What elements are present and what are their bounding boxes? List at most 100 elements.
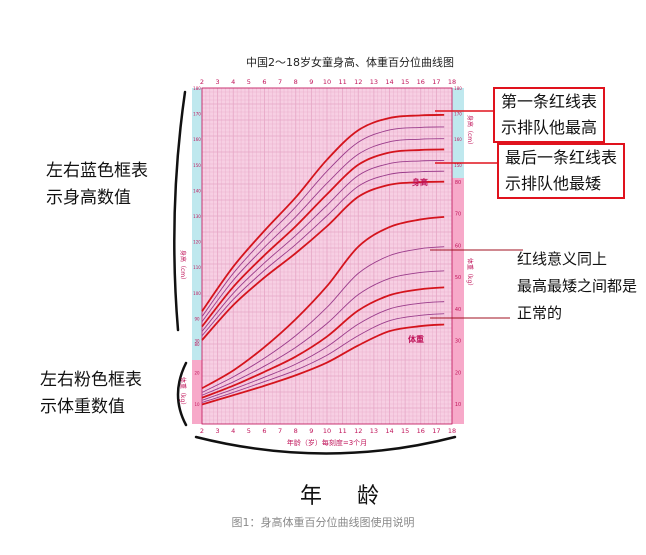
figure-caption: 图1：身高体重百分位曲线图使用说明 <box>231 516 415 529</box>
x-tick-label-bottom: 9 <box>309 427 313 435</box>
x-tick-label-bottom: 18 <box>448 427 456 435</box>
annotation-line: 示排队他最矮 <box>505 174 602 193</box>
x-tick-label-bottom: 15 <box>401 427 409 435</box>
x-axis-title: 年龄（岁）每刻度=3个月 <box>287 438 367 447</box>
x-tick-label-top: 7 <box>278 78 282 86</box>
weight-curves-label: 体重 <box>408 334 424 344</box>
height-percentile-curve-7 <box>201 180 445 341</box>
weight-tick-label-right: 40 <box>455 307 461 313</box>
left-weight-bracket <box>176 361 188 427</box>
annotation-line: 最后一条红线表 <box>505 148 618 167</box>
x-tick-label-bottom: 5 <box>247 427 251 435</box>
chart-title: 中国2～18岁女童身高、体重百分位曲线图 <box>246 56 454 69</box>
height-tick-label-left: 80 <box>194 342 200 347</box>
x-tick-label-top: 6 <box>262 78 266 86</box>
height-panel-left <box>192 88 202 360</box>
x-tick-label-top: 4 <box>231 78 235 86</box>
height-tick-label-right: 170 <box>454 112 462 117</box>
annotation-right-mid: 最后一条红线表 示排队他最矮 <box>497 143 626 199</box>
x-tick-label-top: 8 <box>294 78 298 86</box>
x-tick-label-bottom: 4 <box>231 427 235 435</box>
weight-tick-label-left: 30 <box>194 339 200 344</box>
age-label: 年 龄 <box>300 484 393 509</box>
annotation-line: 示体重数值 <box>40 397 125 417</box>
height-curves-label: 身高 <box>412 177 428 187</box>
weight-tick-label-right: 30 <box>455 339 461 345</box>
height-tick-label-left: 130 <box>193 214 201 219</box>
height-percentile-curve-2 <box>201 126 445 317</box>
height-percentile-curve-3 <box>201 138 445 322</box>
x-tick-label-top: 16 <box>417 78 425 86</box>
x-tick-label-top: 15 <box>401 78 409 86</box>
weight-tick-label-right: 60 <box>455 243 461 249</box>
weight-tick-label-left: 10 <box>194 402 200 407</box>
weight-percentile-curve-4 <box>201 286 445 399</box>
height-tick-label-left: 120 <box>193 240 201 245</box>
weight-tick-label-right: 20 <box>455 370 461 376</box>
height-tick-label-left: 90 <box>194 316 200 321</box>
annotation-brackets <box>173 90 523 455</box>
x-tick-label-top: 10 <box>323 78 331 86</box>
x-tick-label-bottom: 3 <box>216 427 220 435</box>
height-tick-label-left: 140 <box>193 188 201 193</box>
annotation-line: 红线意义同上 <box>517 250 608 268</box>
x-tick-label-top: 14 <box>385 78 393 86</box>
weight-tick-label-right: 80 <box>455 180 461 186</box>
x-tick-label-bottom: 16 <box>417 427 425 435</box>
x-tick-label-bottom: 13 <box>370 427 378 435</box>
height-tick-label-right: 150 <box>454 163 462 168</box>
annotation-line: 正常的 <box>517 304 563 322</box>
axis-ticks: 2 2 3 3 4 4 5 5 6 6 7 7 8 8 9 9 10 10 11 11 12 12 13 13 14 14 15 15… <box>193 78 462 435</box>
x-tick-label-bottom: 8 <box>294 427 298 435</box>
annotation-line: 第一条红线表 <box>501 92 598 111</box>
x-tick-label-bottom: 6 <box>262 427 266 435</box>
weight-panel-right <box>452 178 464 424</box>
annotation-line: 示身高数值 <box>46 188 131 208</box>
x-tick-label-top: 18 <box>448 78 456 86</box>
weight-tick-label-right: 70 <box>455 212 461 218</box>
x-tick-label-bottom: 14 <box>385 427 393 435</box>
height-percentile-curve-5 <box>201 159 445 332</box>
weight-percentile-curve-2 <box>201 246 445 393</box>
annotation-left-blue: 左右蓝色框表 示身高数值 <box>46 158 148 212</box>
x-tick-label-bottom: 12 <box>354 427 362 435</box>
left-height-bracket <box>173 90 187 332</box>
x-tick-label-top: 17 <box>432 78 440 86</box>
x-tick-label-bottom: 7 <box>278 427 282 435</box>
weight-percentile-curve-6 <box>201 313 445 403</box>
chart-grid <box>201 87 453 425</box>
x-tick-label-top: 9 <box>309 78 313 86</box>
weight-tick-label-right: 10 <box>455 402 461 408</box>
height-percentile-curve-1 <box>201 113 445 312</box>
height-tick-label-left: 180 <box>193 86 201 91</box>
height-tick-label-right: 180 <box>454 86 462 91</box>
x-tick-label-bottom: 10 <box>323 427 331 435</box>
x-tick-label-top: 2 <box>200 78 204 86</box>
x-tick-label-bottom: 17 <box>432 427 440 435</box>
bottom-age-bracket <box>194 435 457 455</box>
x-tick-label-bottom: 11 <box>338 427 346 435</box>
annotation-left-pink: 左右粉色框表 示体重数值 <box>40 367 142 421</box>
x-tick-label-bottom: 2 <box>200 427 204 435</box>
x-tick-label-top: 12 <box>354 78 362 86</box>
weight-axis-title-right: 体重（kg） <box>466 258 474 289</box>
x-tick-label-top: 11 <box>338 78 346 86</box>
weight-percentile-curve-3 <box>201 270 445 396</box>
height-axis-title-right: 身高（cm） <box>466 115 474 148</box>
weight-panel-left <box>192 360 202 424</box>
weight-percentile-curve-1 <box>201 216 445 390</box>
annotation-line: 示排队他最高 <box>501 118 598 137</box>
height-axis-title-left: 身高（cm） <box>179 250 187 283</box>
weight-tick-label-right: 50 <box>455 275 461 281</box>
height-tick-label-left: 100 <box>193 291 201 296</box>
weight-percentile-curve-7 <box>201 323 445 406</box>
weight-tick-label-left: 20 <box>194 370 200 375</box>
weight-axis-title-left: 体重（kg） <box>179 377 187 408</box>
grid-border <box>201 87 453 425</box>
percentile-curves <box>201 113 445 406</box>
annotation-line: 最高最矮之间都是 <box>517 277 638 295</box>
height-tick-label-left: 150 <box>193 163 201 168</box>
height-percentile-curve-6 <box>201 170 445 337</box>
annotation-line: 左右蓝色框表 <box>46 161 148 181</box>
